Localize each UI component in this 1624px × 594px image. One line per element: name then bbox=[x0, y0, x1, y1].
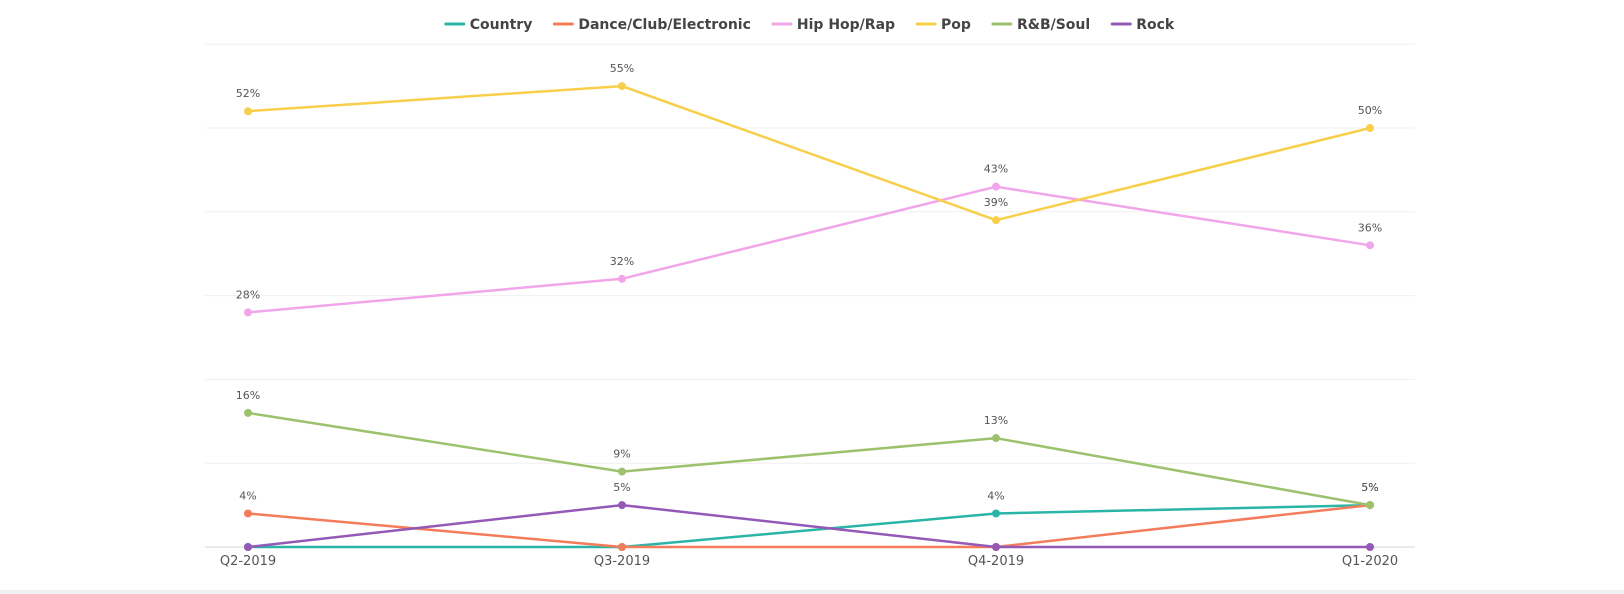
series-lines bbox=[246, 84, 1372, 549]
legend-label: Pop bbox=[941, 17, 971, 33]
data-point[interactable] bbox=[618, 274, 626, 283]
data-point[interactable] bbox=[618, 543, 626, 551]
data-label: 55% bbox=[610, 62, 634, 75]
legend-label: R&B/Soul bbox=[1017, 17, 1090, 33]
data-label: 16% bbox=[236, 389, 260, 402]
data-point[interactable] bbox=[992, 182, 1000, 191]
data-label: 4% bbox=[239, 489, 256, 502]
bottom-bar bbox=[0, 590, 1624, 594]
data-point[interactable] bbox=[244, 543, 252, 551]
legend-item[interactable]: Country bbox=[444, 17, 533, 33]
data-label: 5% bbox=[1361, 481, 1378, 494]
data-label: 5% bbox=[1361, 481, 1378, 494]
legend-item[interactable]: R&B/Soul bbox=[991, 17, 1090, 33]
data-point[interactable] bbox=[244, 509, 252, 518]
data-point[interactable] bbox=[1366, 543, 1374, 551]
data-point[interactable] bbox=[1366, 241, 1374, 250]
series-line bbox=[246, 503, 1372, 549]
x-axis: Q2-2019 Q3-2019 Q4-2019 Q1-2020 bbox=[220, 554, 1398, 569]
data-point[interactable] bbox=[992, 543, 1000, 551]
legend: Country Dance/Club/Electronic Hip Hop/Rap P… bbox=[444, 17, 1175, 33]
series-line bbox=[246, 84, 1372, 222]
legend-item[interactable]: Hip Hop/Rap bbox=[771, 17, 895, 33]
data-point[interactable] bbox=[1366, 501, 1374, 510]
series-line bbox=[246, 503, 1372, 549]
data-label: 32% bbox=[610, 255, 634, 268]
data-label: 13% bbox=[984, 414, 1008, 427]
data-label: 39% bbox=[984, 196, 1008, 209]
data-points bbox=[244, 82, 1374, 551]
data-point[interactable] bbox=[618, 82, 626, 91]
series-line bbox=[246, 411, 1372, 507]
x-tick-label: Q4-2019 bbox=[968, 554, 1024, 569]
legend-label: Hip Hop/Rap bbox=[797, 17, 895, 33]
legend-label: Country bbox=[470, 17, 533, 33]
x-tick-label: Q3-2019 bbox=[594, 554, 650, 569]
data-label: 9% bbox=[613, 448, 630, 461]
data-point[interactable] bbox=[244, 408, 252, 417]
data-label: 50% bbox=[1358, 104, 1382, 117]
data-labels: 4% 4% 5% 28% 32% 43% 36% 52% 55% 39% 50% 16% 9% 13% 5%… bbox=[236, 62, 1382, 502]
data-label: 28% bbox=[236, 288, 260, 301]
data-label: 52% bbox=[236, 87, 260, 100]
data-point[interactable] bbox=[618, 501, 626, 510]
series-line bbox=[246, 503, 1372, 549]
legend-label: Dance/Club/Electronic bbox=[578, 17, 751, 33]
series-line bbox=[246, 185, 1372, 314]
data-label: 4% bbox=[987, 489, 1004, 502]
data-point[interactable] bbox=[618, 467, 626, 476]
data-point[interactable] bbox=[992, 509, 1000, 518]
legend-item[interactable]: Rock bbox=[1110, 17, 1175, 33]
data-label: 5% bbox=[613, 481, 630, 494]
legend-item[interactable]: Dance/Club/Electronic bbox=[552, 17, 751, 33]
legend-label: Rock bbox=[1136, 17, 1175, 33]
data-label: 36% bbox=[1358, 221, 1382, 234]
x-tick-label: Q1-2020 bbox=[1342, 554, 1398, 569]
x-tick-label: Q2-2019 bbox=[220, 554, 276, 569]
legend-item[interactable]: Pop bbox=[915, 17, 971, 33]
data-point[interactable] bbox=[992, 434, 1000, 443]
data-point[interactable] bbox=[1366, 124, 1374, 132]
data-point[interactable] bbox=[244, 308, 252, 317]
data-point[interactable] bbox=[244, 107, 252, 116]
data-point[interactable] bbox=[992, 216, 1000, 225]
data-label: 43% bbox=[984, 163, 1008, 176]
grid-lines bbox=[205, 43, 1415, 548]
